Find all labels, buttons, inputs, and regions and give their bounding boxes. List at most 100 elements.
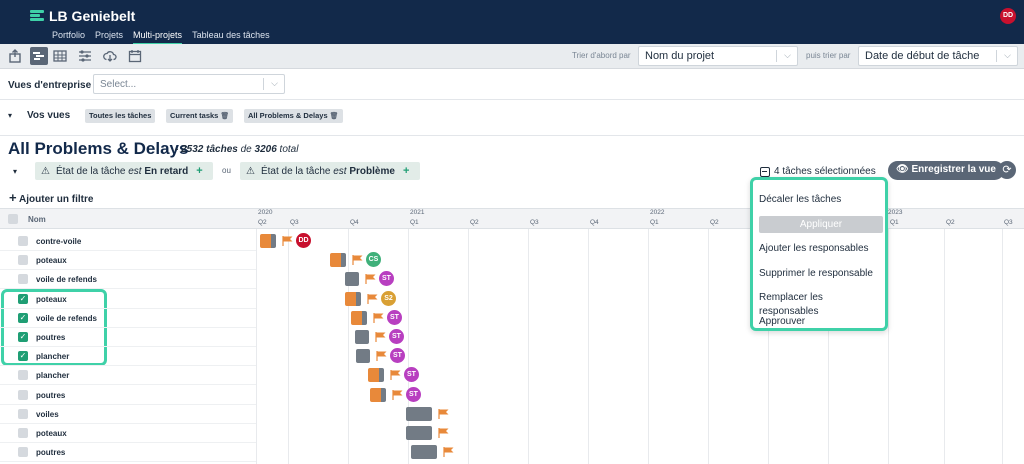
row-checkbox[interactable] [18, 389, 28, 400]
row-checkbox[interactable] [18, 428, 28, 438]
responsible-avatar[interactable]: S2 [381, 290, 396, 306]
table-row[interactable]: poutres [0, 386, 256, 405]
menu-add-responsible[interactable]: Ajouter les responsables [759, 243, 869, 254]
responsible-avatar[interactable]: ST [387, 309, 402, 325]
flag-icon [365, 274, 377, 285]
filter-chip-problem[interactable]: ⚠ État de la tâche est Problème + [240, 162, 420, 180]
table-row[interactable]: ✓ voile de refends [0, 309, 256, 328]
grid-line [588, 229, 589, 464]
task-name: plancher [36, 352, 70, 362]
responsible-avatar[interactable]: DD [296, 233, 311, 248]
table-row[interactable]: ✓ plancher [0, 347, 256, 367]
enterprise-views-select[interactable]: Select... ⌵ [93, 74, 285, 94]
refresh-icon[interactable]: ⟳ [998, 161, 1016, 179]
minus-checkbox-icon [760, 166, 770, 177]
task-bar[interactable] [260, 234, 276, 248]
task-bar[interactable] [356, 349, 370, 364]
task-bar[interactable] [345, 291, 361, 306]
nav-projets[interactable]: Projets [95, 30, 124, 40]
task-bar[interactable] [406, 426, 432, 440]
trash-icon[interactable]: 🗑 [329, 113, 339, 120]
task-name: poteaux [36, 294, 67, 304]
responsible-avatar[interactable]: ST [404, 367, 419, 383]
your-views-row: ▾ Vos vues Toutes les tâches Current tas… [0, 100, 1024, 136]
app-logo[interactable]: LB Geniebelt [30, 8, 135, 24]
row-checkbox[interactable] [18, 370, 28, 381]
table-row[interactable]: poteaux [0, 424, 256, 443]
task-bar[interactable] [351, 310, 367, 325]
responsible-avatar[interactable]: ST [406, 386, 421, 402]
grid-line [1002, 229, 1003, 464]
select-all-checkbox[interactable] [8, 214, 18, 224]
menu-approve[interactable]: Approuver [759, 316, 806, 327]
task-bar[interactable] [411, 445, 437, 460]
row-checkbox[interactable]: ✓ [18, 312, 28, 323]
row-checkbox[interactable] [18, 408, 28, 419]
responsible-avatar[interactable]: ST [379, 271, 394, 287]
calendar-icon[interactable] [126, 47, 144, 65]
table-row[interactable]: voiles [0, 405, 256, 424]
table-row[interactable]: ✓ poutres [0, 328, 256, 347]
trash-icon[interactable]: 🗑 [220, 113, 230, 120]
user-avatar[interactable]: DD [1000, 8, 1016, 24]
menu-remove-responsible[interactable]: Supprimer le responsable [759, 268, 873, 279]
name-column-header[interactable]: Nom [28, 215, 46, 224]
task-bar[interactable] [355, 330, 369, 344]
add-condition-icon[interactable]: + [196, 165, 203, 177]
table-row[interactable]: poteaux [0, 251, 256, 271]
menu-shift-tasks[interactable]: Décaler les tâches [759, 194, 842, 205]
filter-settings-icon[interactable] [76, 47, 94, 65]
table-row[interactable]: contre-voile [0, 232, 256, 251]
view-chip-problems-delays[interactable]: All Problems & Delays 🗑 [244, 109, 343, 123]
menu-replace-responsible-2[interactable]: responsables [759, 306, 819, 317]
view-chip-all-tasks[interactable]: Toutes les tâches [85, 109, 156, 123]
task-bar[interactable] [330, 253, 346, 268]
row-checkbox[interactable] [18, 274, 28, 285]
row-checkbox[interactable] [18, 447, 28, 458]
cloud-download-icon[interactable] [101, 47, 119, 65]
row-checkbox[interactable] [18, 255, 28, 266]
nav-tableau-des-taches[interactable]: Tableau des tâches [192, 30, 270, 40]
row-checkbox[interactable]: ✓ [18, 332, 28, 342]
quarter-label: Q4 [350, 219, 359, 226]
responsible-avatar[interactable]: CS [366, 252, 381, 268]
flag-icon [367, 293, 379, 304]
apply-button[interactable]: Appliquer [759, 216, 883, 233]
row-checkbox[interactable]: ✓ [18, 293, 28, 304]
table-view-icon[interactable] [51, 47, 69, 65]
selection-count[interactable]: 4 tâches sélectionnées [760, 166, 876, 177]
task-bar[interactable] [368, 368, 384, 383]
nav-portfolio[interactable]: Portfolio [52, 30, 86, 40]
table-row[interactable]: plancher [0, 366, 256, 386]
task-bar[interactable] [370, 387, 386, 402]
caret-down-icon[interactable]: ▾ [8, 111, 13, 120]
row-checkbox[interactable] [18, 236, 28, 246]
flag-icon [376, 351, 388, 362]
filter-chip-late[interactable]: ⚠ État de la tâche est En retard + [35, 162, 213, 180]
menu-replace-responsible-1[interactable]: Remplacer les [759, 292, 823, 303]
sort-then-select[interactable]: Date de début de tâche ⌵ [858, 46, 1018, 66]
table-row[interactable]: voile de refends [0, 270, 256, 290]
responsible-avatar[interactable]: ST [389, 329, 404, 344]
quarter-label: Q1 [890, 219, 899, 226]
save-view-button[interactable]: 👁 Enregistrer la vue [888, 161, 1004, 180]
table-row[interactable]: poutres [0, 443, 256, 463]
filter-prefix: État de la tâche [260, 165, 331, 177]
quarter-label: Q4 [590, 219, 599, 226]
view-chip-current-tasks[interactable]: Current tasks 🗑 [166, 109, 234, 123]
task-bar[interactable] [345, 272, 359, 287]
caret-down-icon[interactable]: ▾ [13, 167, 18, 176]
table-row[interactable]: ✓ poteaux [0, 290, 256, 309]
sort-first-select[interactable]: Nom du projet ⌵ [638, 46, 798, 66]
nav-multi-projets[interactable]: Multi-projets [133, 30, 183, 45]
row-checkbox[interactable]: ✓ [18, 351, 28, 362]
add-filter-button[interactable]: + Ajouter un filtre [9, 190, 93, 205]
responsible-avatar[interactable]: ST [390, 348, 405, 364]
export-icon[interactable] [6, 47, 24, 65]
sort-first-label: Trier d'abord par [572, 51, 631, 60]
chip-label: Current tasks [170, 111, 219, 120]
add-condition-icon[interactable]: + [402, 165, 410, 177]
task-bar[interactable] [406, 406, 432, 421]
gantt-view-icon[interactable] [30, 47, 48, 65]
chip-label: Toutes les tâches [89, 111, 152, 120]
